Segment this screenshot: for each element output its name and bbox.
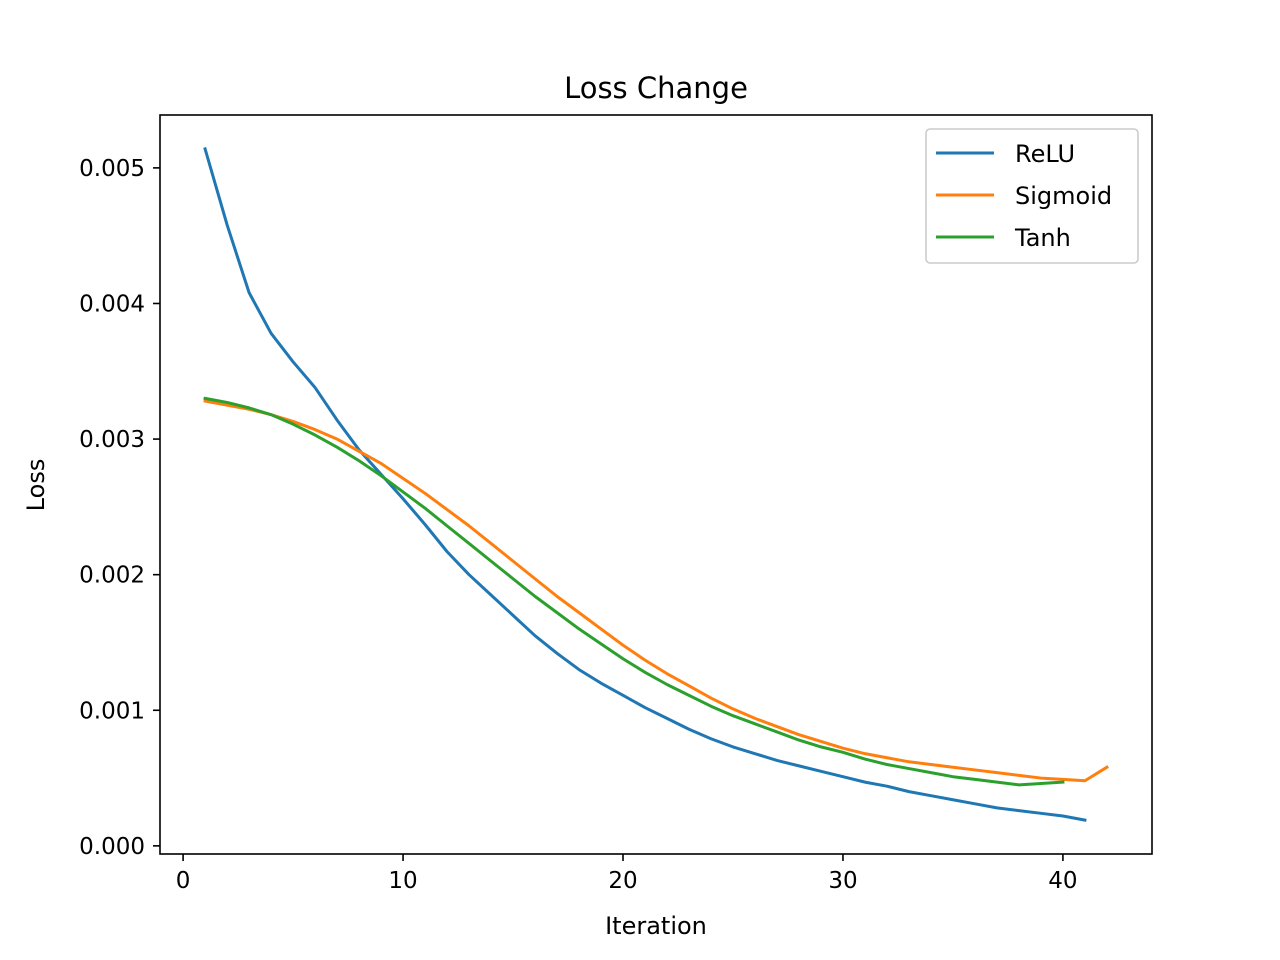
legend-frame xyxy=(925,128,1139,264)
y-tick-label: 0.004 xyxy=(79,291,145,317)
x-axis-ticks: 0 10 20 30 40 xyxy=(176,854,1078,894)
series-line-tanh xyxy=(203,396,1065,787)
series-line-relu xyxy=(203,147,1087,822)
x-axis-label: Iteration xyxy=(605,912,707,940)
legend-label-sigmoid: Sigmoid xyxy=(1015,182,1112,210)
plot-frame xyxy=(159,114,1153,855)
chart-title: Loss Change xyxy=(564,71,748,105)
x-tick-label: 20 xyxy=(608,868,637,894)
y-tick-label: 0.003 xyxy=(79,427,145,453)
legend: ReLU Sigmoid Tanh xyxy=(925,128,1139,264)
x-tick-label: 0 xyxy=(176,868,191,894)
y-axis-label: Loss xyxy=(22,459,50,512)
x-tick-label: 30 xyxy=(828,868,857,894)
plot-area xyxy=(159,114,1153,855)
y-axis-ticks: 0.000 0.001 0.002 0.003 0.004 0.005 xyxy=(79,156,160,860)
x-tick-label: 10 xyxy=(388,868,417,894)
y-tick-label: 0.000 xyxy=(79,834,145,860)
series-line-sigmoid xyxy=(203,399,1109,783)
y-tick-label: 0.002 xyxy=(79,563,145,589)
series-layer xyxy=(203,147,1109,822)
legend-label-relu: ReLU xyxy=(1015,140,1075,168)
legend-label-tanh: Tanh xyxy=(1014,224,1071,252)
y-tick-label: 0.005 xyxy=(79,156,145,182)
x-tick-label: 40 xyxy=(1048,868,1077,894)
y-tick-label: 0.001 xyxy=(79,698,145,724)
